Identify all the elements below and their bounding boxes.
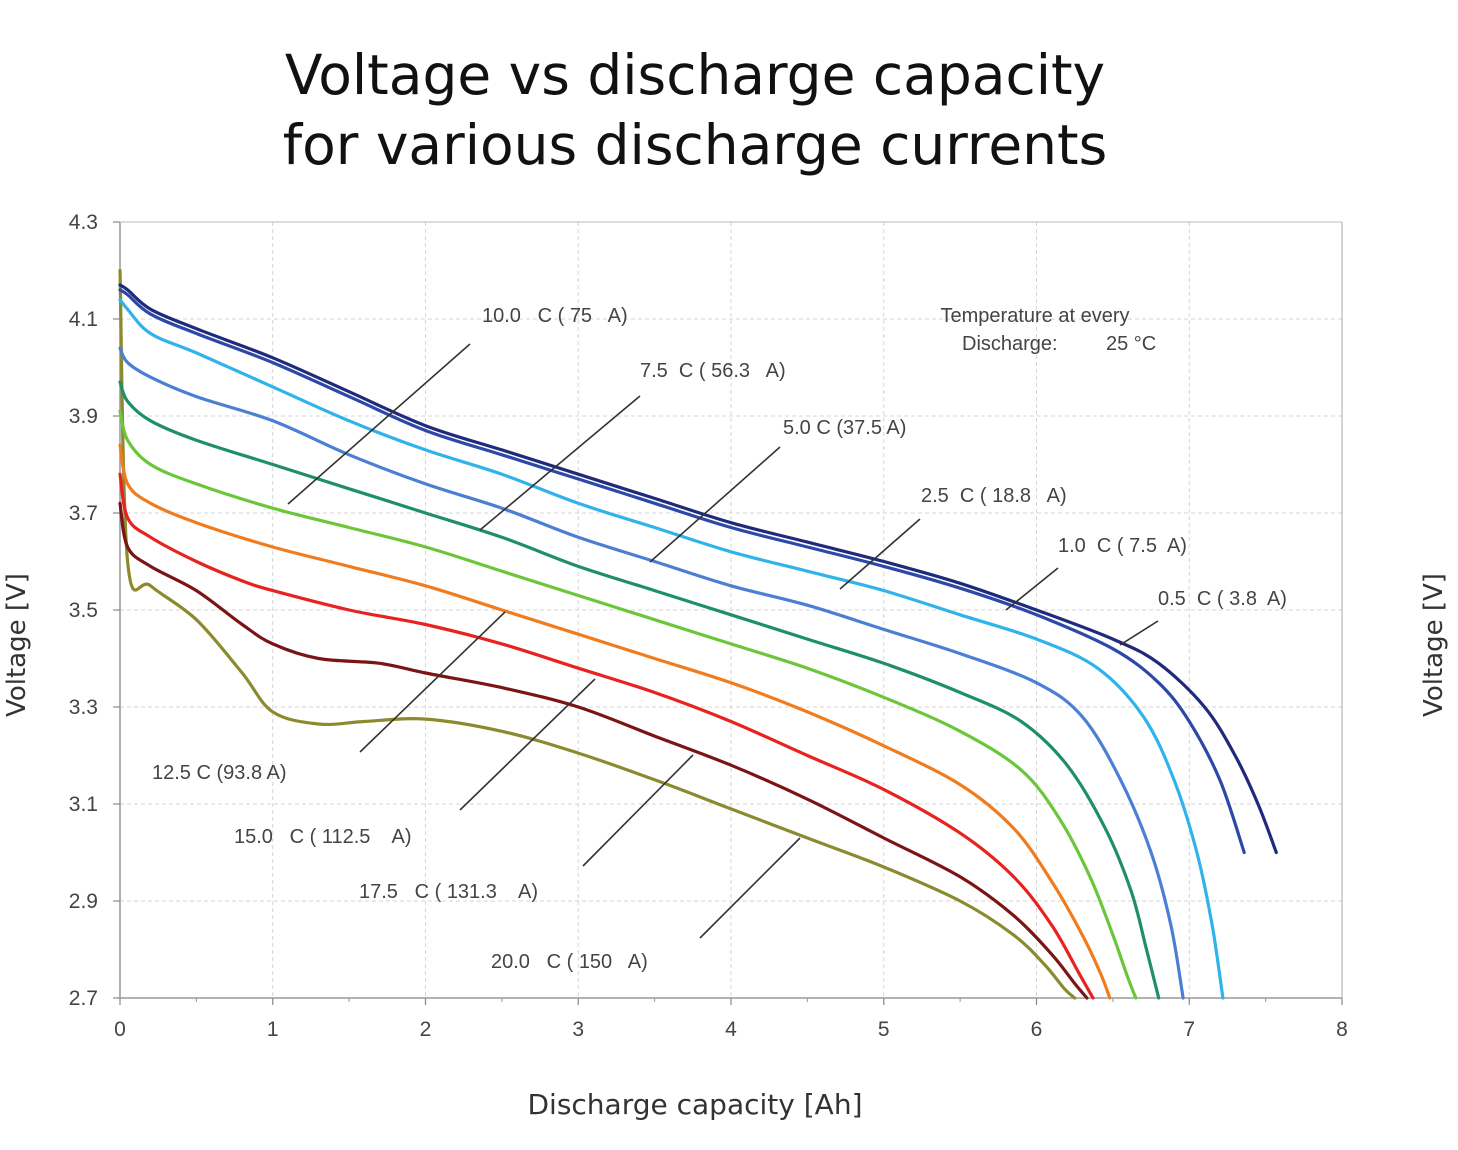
y-tick-label: 4.1 (69, 308, 98, 331)
series-label-1: 7.5 C ( 56.3 A) (640, 360, 786, 382)
x-tick-label: 6 (1031, 1018, 1043, 1041)
chart-title-line-2: for various discharge currents (282, 113, 1108, 177)
y-tick-label: 3.9 (69, 405, 98, 428)
leader-line-7 (459, 678, 596, 811)
series-label-6: 12.5 C (93.8 A) (152, 762, 287, 784)
x-tick-label: 3 (572, 1018, 584, 1041)
leader-line-9 (699, 837, 801, 939)
label-leader-lines (287, 343, 1159, 939)
series-label-2: 5.0 C (37.5 A) (783, 417, 906, 439)
y-tick-label: 3.7 (69, 502, 98, 525)
tick-labels: 0 1 2 3 4 5 6 7 8 2.7 2.9 3.1 3.3 3.5 3.7 3.9 4.1 4.3 (69, 211, 1348, 1041)
y-tick-label: 4.3 (69, 211, 98, 234)
x-tick-label: 0 (114, 1018, 126, 1041)
series-label-9: 20.0 C ( 150 A) (491, 951, 648, 973)
chart-title: Voltage vs discharge capacity for variou… (0, 40, 1390, 180)
y-tick-label: 3.3 (69, 696, 98, 719)
annotation-line-1: Temperature at every (941, 305, 1130, 327)
series-line-4 (118, 380, 1161, 1000)
x-tick-label: 8 (1336, 1018, 1348, 1041)
series-line-2 (118, 298, 1225, 1000)
series-line-7 (118, 472, 1095, 1000)
x-tick-label: 2 (420, 1018, 432, 1041)
leader-line-5 (1119, 620, 1159, 646)
series-labels: 10.0 C ( 75 A) 7.5 C ( 56.3 A) 5.0 C (37.5… (152, 305, 1287, 973)
leader-line-1 (479, 395, 641, 531)
series-label-4: 1.0 C ( 7.5 A) (1058, 535, 1187, 557)
series-label-7: 15.0 C ( 112.5 A) (234, 826, 412, 848)
y-tick-label: 3.5 (69, 599, 98, 622)
y-tick-label: 2.7 (69, 987, 98, 1010)
series-line-0 (118, 283, 1278, 855)
y-axis-label: Voltage [V] (1, 573, 32, 717)
axes (113, 221, 1343, 1005)
leader-line-2 (649, 446, 781, 563)
series-line-6 (118, 443, 1112, 1000)
x-tick-label: 4 (725, 1018, 737, 1041)
leader-line-4 (1005, 567, 1059, 611)
x-tick-label: 1 (267, 1018, 279, 1041)
leader-line-0 (287, 343, 471, 505)
series-label-8: 17.5 C ( 131.3 A) (359, 881, 538, 903)
series-line-9 (118, 268, 1077, 1000)
x-tick-label: 5 (878, 1018, 890, 1041)
series-line-8 (118, 501, 1089, 1000)
leader-line-8 (582, 754, 694, 867)
y-axis-label-right: Voltage [V] (1418, 573, 1449, 717)
leader-line-6 (359, 611, 506, 753)
x-tick-label: 7 (1183, 1018, 1195, 1041)
series-label-5: 0.5 C ( 3.8 A) (1158, 588, 1287, 610)
annotation-line-2b: 25 °C (1106, 333, 1156, 355)
leader-line-3 (839, 518, 921, 590)
y-tick-label: 2.9 (69, 890, 98, 913)
series-line-1 (118, 288, 1246, 855)
series-label-0: 10.0 C ( 75 A) (482, 305, 628, 327)
annotation-line-2a: Discharge: (962, 333, 1058, 355)
series-line-3 (118, 346, 1185, 1000)
chart-title-line-1: Voltage vs discharge capacity (284, 43, 1106, 107)
series-line-5 (118, 409, 1138, 1000)
series-label-3: 2.5 C ( 18.8 A) (921, 485, 1067, 507)
x-axis-label: Discharge capacity [Ah] (527, 1088, 863, 1121)
y-tick-label: 3.1 (69, 793, 98, 816)
series-lines (118, 268, 1278, 1000)
